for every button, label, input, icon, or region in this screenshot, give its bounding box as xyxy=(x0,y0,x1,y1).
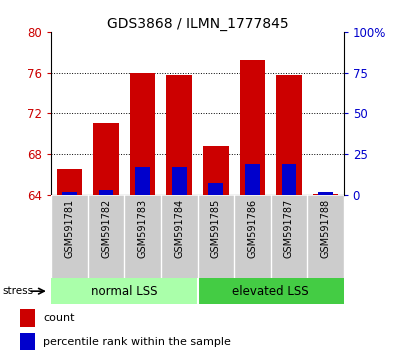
Bar xyxy=(276,75,302,195)
Text: percentile rank within the sample: percentile rank within the sample xyxy=(43,337,231,347)
Bar xyxy=(209,183,223,195)
Bar xyxy=(318,192,333,195)
Text: GSM591788: GSM591788 xyxy=(320,199,330,258)
Text: stress: stress xyxy=(2,286,33,296)
Bar xyxy=(135,167,150,195)
Bar xyxy=(198,278,344,304)
Title: GDS3868 / ILMN_1777845: GDS3868 / ILMN_1777845 xyxy=(107,17,288,31)
Text: GSM591786: GSM591786 xyxy=(247,199,257,258)
Text: GSM591782: GSM591782 xyxy=(101,199,111,258)
Bar xyxy=(62,192,77,195)
Text: count: count xyxy=(43,313,75,323)
Text: GSM591783: GSM591783 xyxy=(138,199,148,258)
Bar xyxy=(172,167,186,195)
Bar xyxy=(20,309,35,327)
Text: normal LSS: normal LSS xyxy=(91,285,158,298)
Text: elevated LSS: elevated LSS xyxy=(232,285,309,298)
Bar xyxy=(282,164,296,195)
Text: GSM591784: GSM591784 xyxy=(174,199,184,258)
Bar xyxy=(51,278,198,304)
Bar xyxy=(203,146,229,195)
Bar xyxy=(312,194,338,195)
Text: GSM591785: GSM591785 xyxy=(211,199,221,258)
Bar xyxy=(130,73,156,195)
Bar xyxy=(57,169,83,195)
Bar xyxy=(20,333,35,350)
Text: GSM591781: GSM591781 xyxy=(65,199,75,258)
Bar xyxy=(239,60,265,195)
Bar xyxy=(166,75,192,195)
Bar xyxy=(99,190,113,195)
Bar xyxy=(93,124,119,195)
Bar xyxy=(245,164,260,195)
Text: GSM591787: GSM591787 xyxy=(284,199,294,258)
